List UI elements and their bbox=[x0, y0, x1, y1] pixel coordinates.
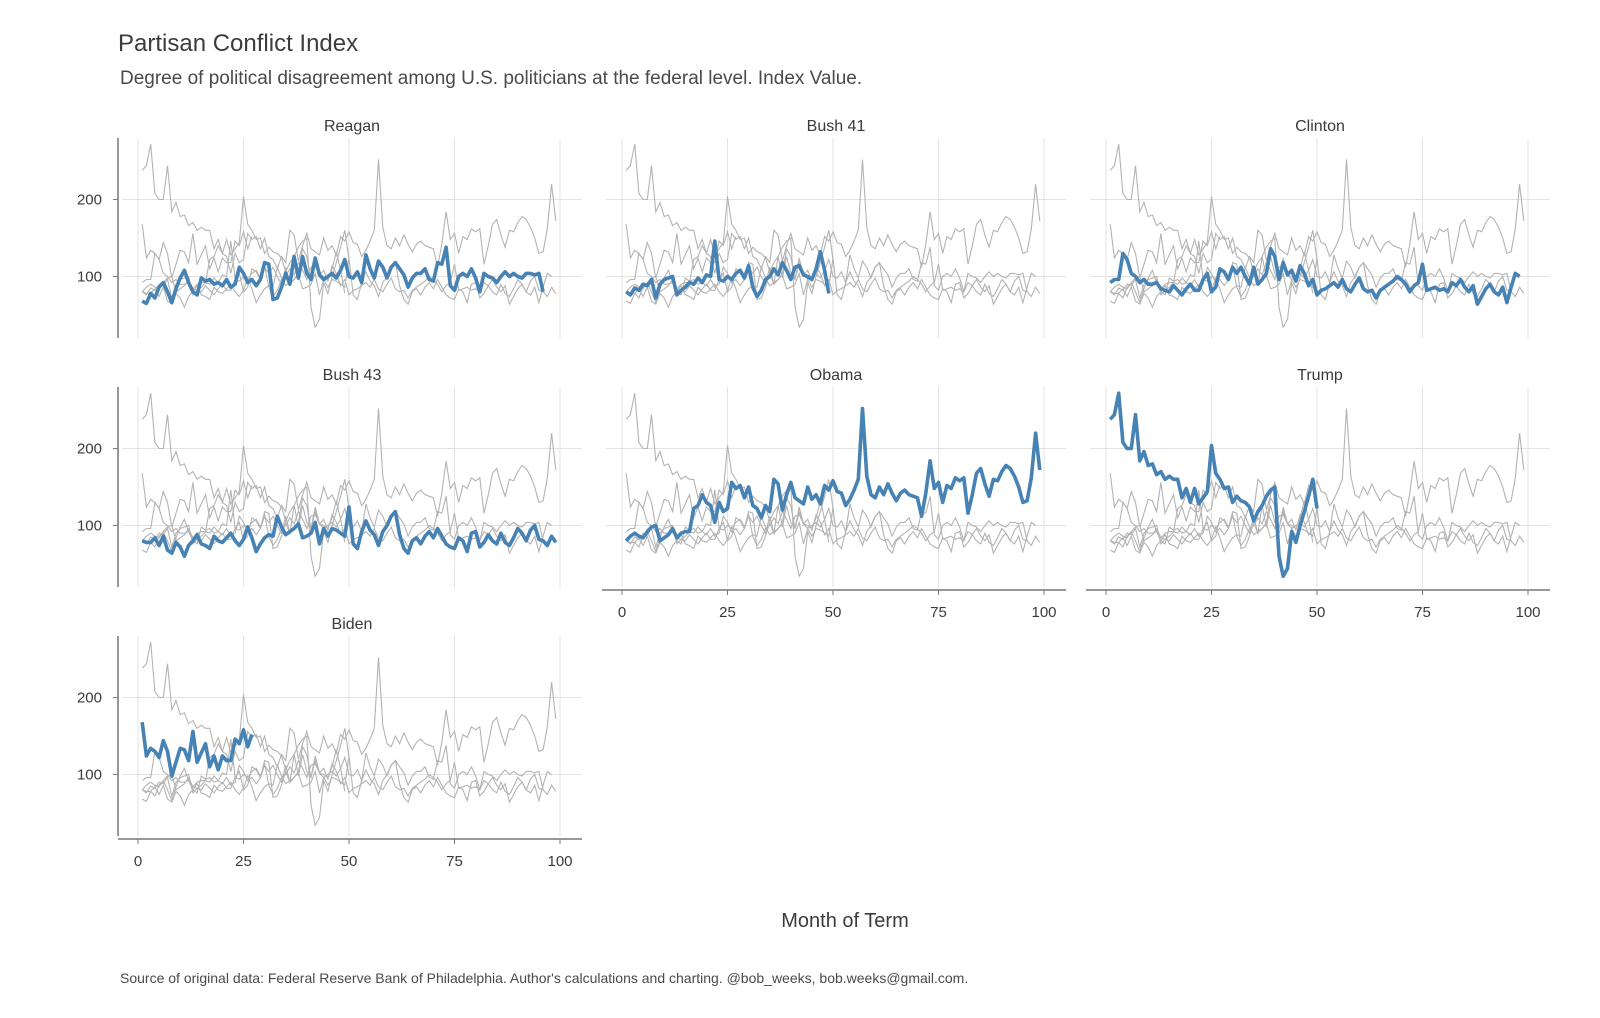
source-caption: Source of original data: Federal Reserve… bbox=[120, 970, 969, 986]
background-line-bush-41 bbox=[141, 490, 346, 550]
highlight-line-biden bbox=[140, 721, 254, 778]
x-tick-label: 0 bbox=[618, 604, 626, 621]
background-line-clinton bbox=[141, 745, 552, 804]
background-line-trump bbox=[141, 642, 350, 827]
x-tick-label: 75 bbox=[1414, 604, 1431, 621]
background-line-obama bbox=[141, 657, 557, 791]
x-tick-label: 25 bbox=[235, 853, 252, 870]
background-line-reagan bbox=[141, 496, 544, 554]
x-tick-label: 75 bbox=[446, 853, 463, 870]
background-line-obama bbox=[625, 159, 1041, 293]
background-line-clinton bbox=[141, 496, 552, 555]
x-tick-label: 25 bbox=[1203, 604, 1220, 621]
background-line-trump bbox=[625, 144, 834, 329]
background-line-biden bbox=[625, 473, 737, 528]
highlight-line-obama bbox=[624, 406, 1042, 543]
x-tick-label: 0 bbox=[134, 853, 142, 870]
panel-title-clinton: Clinton bbox=[1295, 118, 1345, 135]
y-tick-label: 200 bbox=[77, 192, 102, 209]
y-tick-label: 100 bbox=[77, 517, 102, 534]
panel-title-trump: Trump bbox=[1297, 367, 1343, 384]
background-line-biden bbox=[141, 224, 253, 279]
background-line-clinton bbox=[1109, 496, 1520, 555]
background-line-obama bbox=[141, 408, 557, 542]
x-tick-label: 25 bbox=[719, 604, 736, 621]
background-line-bush-41 bbox=[1109, 490, 1314, 550]
panel-title-biden: Biden bbox=[332, 616, 373, 633]
chart-subtitle: Degree of political disagreement among U… bbox=[120, 68, 863, 89]
x-tick-label: 50 bbox=[825, 604, 842, 621]
background-line-obama bbox=[141, 159, 557, 293]
highlight-line-reagan bbox=[141, 245, 545, 306]
highlight-line-bush-41 bbox=[625, 239, 831, 300]
background-line-trump bbox=[1109, 144, 1318, 329]
y-tick-label: 100 bbox=[77, 268, 102, 285]
x-axis-label: Month of Term bbox=[781, 910, 909, 932]
background-line-trump bbox=[625, 393, 834, 578]
background-line-reagan bbox=[1109, 247, 1512, 305]
panel-title-bush-43: Bush 43 bbox=[323, 367, 382, 384]
background-line-reagan bbox=[141, 745, 544, 803]
background-line-biden bbox=[1109, 224, 1221, 279]
x-tick-label: 100 bbox=[1031, 604, 1056, 621]
background-line-biden bbox=[625, 224, 737, 279]
x-tick-label: 50 bbox=[341, 853, 358, 870]
x-tick-label: 50 bbox=[1309, 604, 1326, 621]
background-line-obama bbox=[1109, 408, 1525, 542]
background-line-trump bbox=[141, 144, 350, 329]
panel-title-obama: Obama bbox=[810, 367, 863, 384]
background-line-clinton bbox=[625, 496, 1036, 555]
chart-title: Partisan Conflict Index bbox=[118, 30, 359, 57]
highlight-line-clinton bbox=[1109, 247, 1521, 306]
panel-title-reagan: Reagan bbox=[324, 118, 380, 135]
y-tick-label: 100 bbox=[77, 766, 102, 783]
x-tick-label: 75 bbox=[930, 604, 947, 621]
x-tick-label: 100 bbox=[1515, 604, 1540, 621]
background-line-reagan bbox=[625, 247, 1028, 305]
x-tick-label: 0 bbox=[1102, 604, 1110, 621]
panel-title-bush-41: Bush 41 bbox=[807, 118, 866, 135]
y-tick-label: 200 bbox=[77, 441, 102, 458]
highlight-line-trump bbox=[1108, 391, 1319, 578]
background-line-clinton bbox=[625, 247, 1036, 306]
background-line-reagan bbox=[1109, 496, 1512, 554]
background-line-biden bbox=[141, 473, 253, 528]
y-tick-label: 200 bbox=[77, 690, 102, 707]
x-tick-label: 100 bbox=[547, 853, 572, 870]
background-line-trump bbox=[141, 393, 350, 578]
background-line-obama bbox=[1109, 159, 1525, 293]
background-line-reagan bbox=[625, 496, 1028, 554]
background-line-bush-41 bbox=[141, 739, 346, 799]
background-line-bush-41 bbox=[1109, 241, 1314, 301]
highlight-line-bush-43 bbox=[141, 505, 558, 558]
background-line-bush-41 bbox=[625, 490, 830, 550]
